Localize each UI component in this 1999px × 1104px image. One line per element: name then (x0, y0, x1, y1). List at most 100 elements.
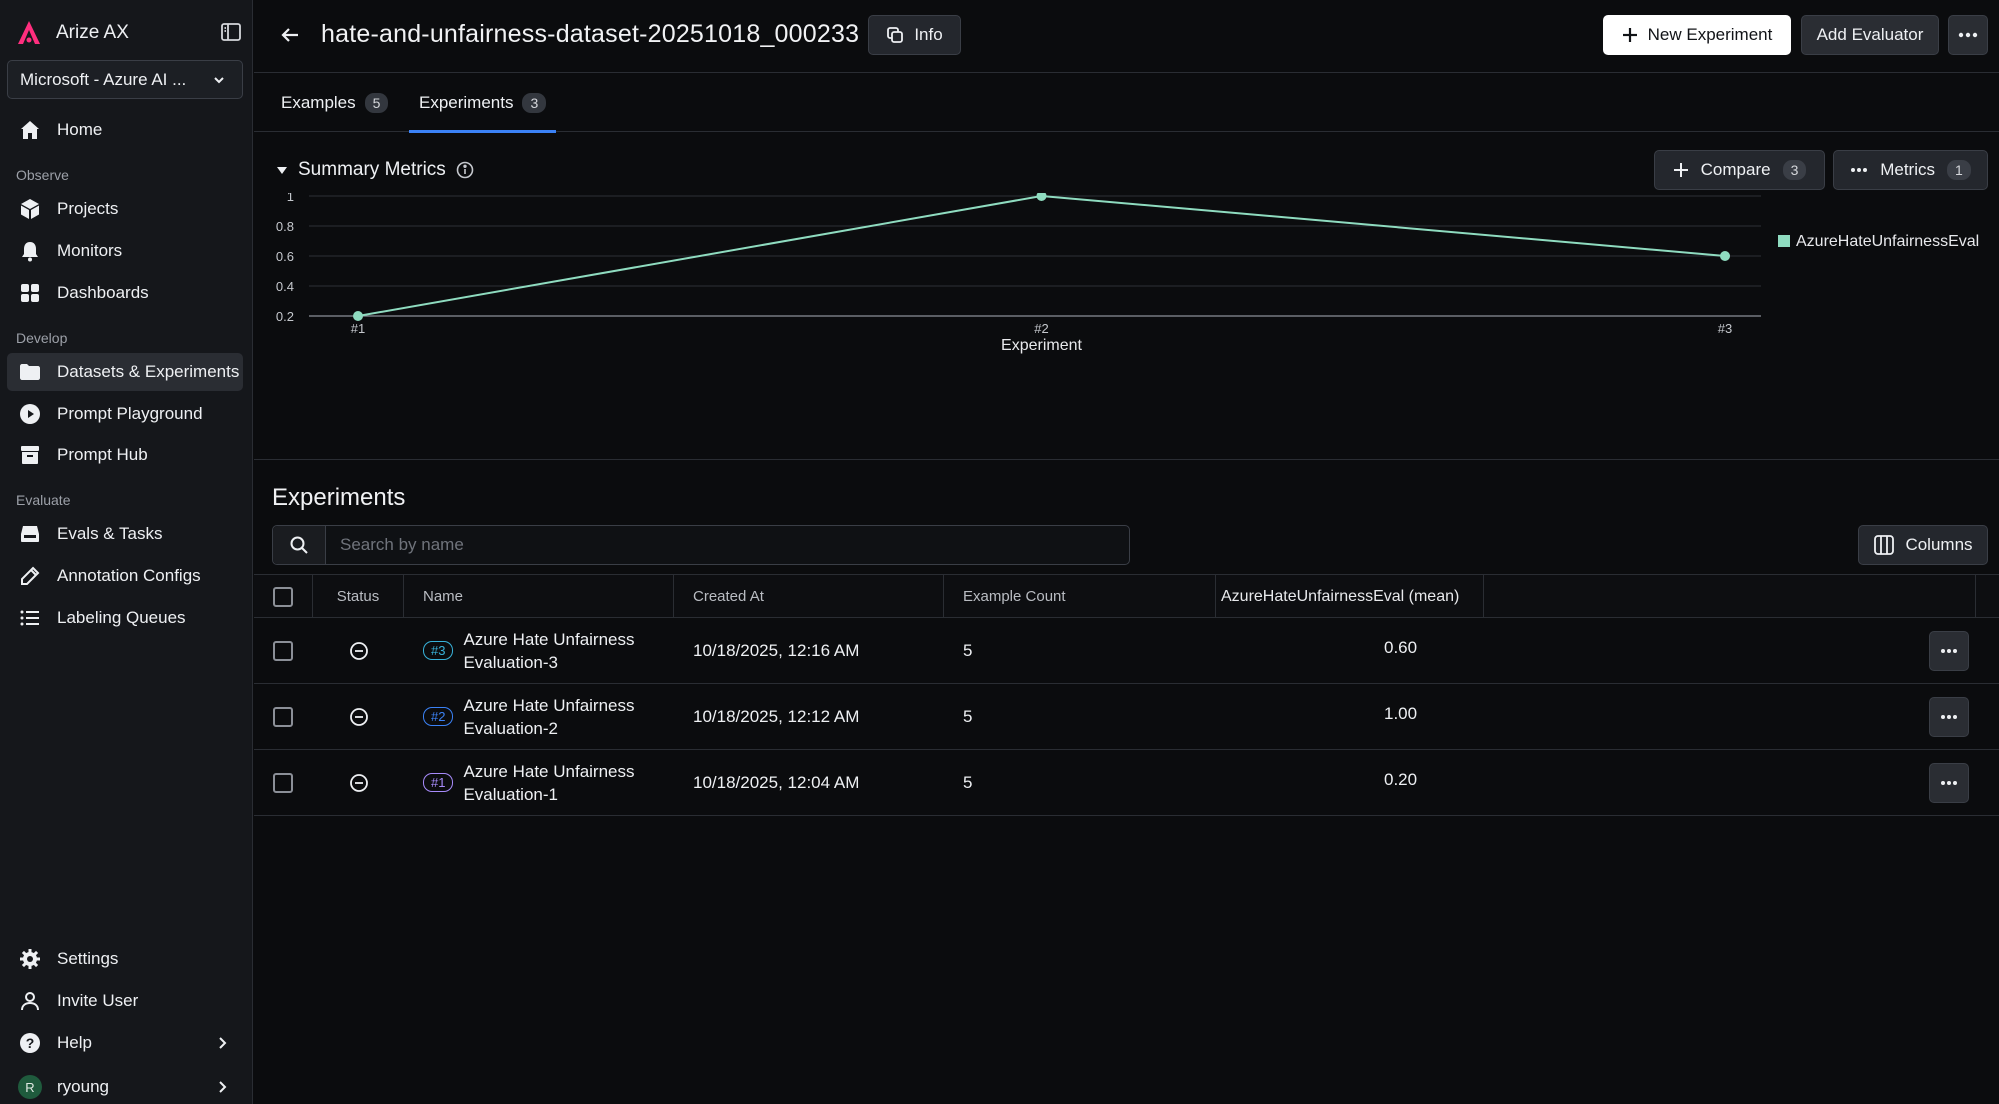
experiment-name-line1: Azure Hate Unfairness (463, 629, 635, 649)
status-idle-icon (350, 707, 368, 726)
select-all-cell (254, 575, 313, 618)
row-more-button[interactable] (1929, 631, 1969, 671)
tab-experiments[interactable]: Experiments 3 (408, 74, 557, 133)
y-tick-label: 0.6 (276, 249, 294, 264)
info-button[interactable]: Info (868, 15, 961, 55)
compare-count-badge: 3 (1782, 160, 1807, 180)
row-checkbox[interactable] (273, 772, 293, 793)
more-options-button[interactable] (1948, 15, 1988, 55)
section-evaluate: Evaluate (16, 492, 71, 508)
experiment-number-badge: #2 (423, 707, 454, 726)
tab-count-badge: 3 (522, 93, 547, 113)
sidebar-item-monitors[interactable]: Monitors (7, 232, 243, 270)
search-input[interactable] (326, 526, 1129, 564)
sidebar-item-label: Labeling Queues (57, 608, 186, 627)
tab-examples[interactable]: Examples 5 (281, 74, 389, 132)
ellipsis-icon (1941, 715, 1957, 719)
plus-icon (1673, 163, 1688, 177)
arize-logo-icon (18, 21, 40, 44)
x-tick-label: #2 (1034, 321, 1048, 336)
sidebar-item-home[interactable]: Home (7, 111, 243, 149)
sidebar-item-settings[interactable]: Settings (7, 940, 243, 978)
summary-metrics-title: Summary Metrics (298, 159, 446, 180)
status-idle-icon (350, 773, 368, 792)
sidebar-item-dashboards[interactable]: Dashboards (7, 274, 243, 312)
sidebar-item-help[interactable]: ? Help (7, 1024, 243, 1062)
sidebar-item-user[interactable]: R ryoung (7, 1068, 243, 1104)
select-all-checkbox[interactable] (273, 586, 293, 607)
column-header-eval-mean[interactable]: AzureHateUnfairnessEval (mean) (1216, 575, 1484, 618)
section-observe: Observe (16, 167, 69, 183)
chevron-right-icon (219, 1037, 227, 1049)
search-button[interactable] (273, 526, 326, 564)
column-header-example-count[interactable]: Example Count (944, 575, 1216, 618)
tab-label: Examples (281, 93, 356, 112)
sidebar-collapse-icon[interactable] (219, 20, 243, 44)
sidebar-item-invite-user[interactable]: Invite User (7, 982, 243, 1020)
experiments-table: Status Name Created At Example Count Azu… (254, 574, 1999, 816)
sidebar-item-label: Dashboards (57, 283, 149, 302)
status-cell (349, 618, 369, 683)
table-row[interactable]: #2 Azure Hate Unfairness Evaluation-2 10/… (254, 684, 1999, 750)
sidebar-item-label: Projects (57, 199, 119, 218)
tab-count-badge: 5 (364, 93, 389, 113)
sidebar-item-label: Prompt Playground (57, 404, 203, 423)
data-point[interactable] (353, 311, 363, 321)
created-at-cell: 10/18/2025, 12:16 AM (693, 640, 860, 660)
sidebar-item-prompt-playground[interactable]: Prompt Playground (7, 395, 243, 433)
experiments-section-title: Experiments (272, 484, 406, 511)
experiment-name-line1: Azure Hate Unfairness (463, 695, 635, 715)
back-arrow-icon[interactable] (278, 23, 302, 47)
table-row[interactable]: #3 Azure Hate Unfairness Evaluation-3 10/… (254, 618, 1999, 684)
column-header-name[interactable]: Name (404, 575, 674, 618)
column-header-status[interactable]: Status (313, 575, 404, 618)
sidebar-item-datasets[interactable]: Datasets & Experiments (7, 353, 243, 391)
summary-metrics-toggle[interactable]: Summary Metrics (276, 159, 474, 181)
row-more-button[interactable] (1929, 697, 1969, 737)
info-circle-icon[interactable] (456, 161, 474, 179)
sidebar-item-label: Datasets & Experiments (57, 362, 240, 381)
org-selector[interactable]: Microsoft - Azure AI ... (7, 60, 243, 99)
sidebar-item-label: Annotation Configs (57, 566, 201, 585)
cube-icon (21, 199, 39, 219)
row-checkbox[interactable] (273, 640, 293, 661)
x-tick-label: #3 (1718, 321, 1732, 336)
sidebar-item-label: ryoung (57, 1077, 109, 1096)
name-cell[interactable]: #3 Azure Hate Unfairness Evaluation-3 (423, 618, 635, 683)
sidebar-item-evals-tasks[interactable]: Evals & Tasks (7, 515, 243, 553)
add-evaluator-button[interactable]: Add Evaluator (1801, 15, 1939, 55)
svg-text:?: ? (26, 1035, 35, 1051)
sidebar-item-labeling-queues[interactable]: Labeling Queues (7, 599, 243, 637)
columns-button[interactable]: Columns (1858, 525, 1988, 565)
new-experiment-label: New Experiment (1647, 25, 1773, 44)
dashboard-grid-icon (21, 284, 39, 302)
name-cell[interactable]: #2 Azure Hate Unfairness Evaluation-2 (423, 684, 635, 749)
sidebar: Arize AX Microsoft - Azure AI ... Home O… (0, 0, 253, 1104)
ellipsis-icon (1851, 168, 1868, 172)
example-count-cell: 5 (963, 706, 973, 726)
compare-button[interactable]: Compare 3 (1654, 150, 1825, 190)
sidebar-item-projects[interactable]: Projects (7, 190, 243, 228)
new-experiment-button[interactable]: New Experiment (1603, 15, 1791, 55)
brand[interactable]: Arize AX (14, 18, 129, 48)
caret-down-icon (277, 167, 287, 174)
column-header-created-at[interactable]: Created At (674, 575, 944, 618)
data-point[interactable] (1036, 193, 1047, 201)
tab-label: Experiments (419, 93, 514, 112)
ellipsis-icon (1958, 32, 1978, 38)
name-cell[interactable]: #1 Azure Hate Unfairness Evaluation-1 (423, 750, 635, 815)
table-row[interactable]: #1 Azure Hate Unfairness Evaluation-1 10/… (254, 750, 1999, 816)
archive-box-icon (21, 446, 39, 464)
help-circle-icon: ? (20, 1033, 40, 1053)
row-more-button[interactable] (1929, 763, 1969, 803)
search-icon (290, 536, 308, 554)
metrics-button[interactable]: Metrics 1 (1833, 150, 1988, 190)
sidebar-item-prompt-hub[interactable]: Prompt Hub (7, 436, 243, 474)
row-checkbox[interactable] (273, 706, 293, 727)
sidebar-item-annotation-configs[interactable]: Annotation Configs (7, 557, 243, 595)
row-select-cell (273, 750, 293, 815)
row-select-cell (273, 618, 293, 683)
experiment-number-badge: #3 (423, 641, 454, 660)
data-point[interactable] (1720, 251, 1730, 261)
gear-icon (20, 949, 40, 969)
